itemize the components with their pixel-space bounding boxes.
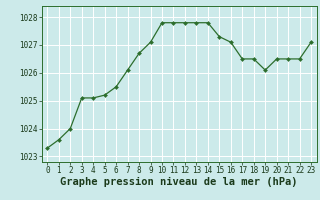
X-axis label: Graphe pression niveau de la mer (hPa): Graphe pression niveau de la mer (hPa) (60, 177, 298, 187)
